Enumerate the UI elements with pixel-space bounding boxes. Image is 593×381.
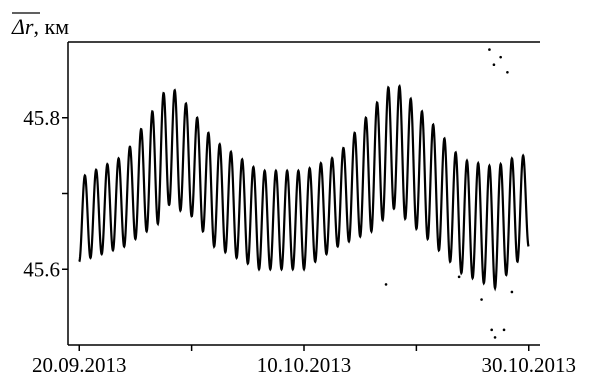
outlier-point (492, 63, 496, 67)
y-tick-label: 45.8 (23, 106, 60, 130)
outlier-point (499, 55, 502, 59)
outlier-point (457, 275, 461, 279)
outlier-point (490, 328, 493, 332)
y-axis-label-symbol: Δr (11, 14, 34, 39)
outlier-point (488, 48, 491, 51)
x-tick-label: 30.10.2013 (482, 353, 577, 377)
x-ticks: 20.09.2013 10.10.2013 30.10.2013 (32, 345, 576, 377)
outlier-point (510, 290, 514, 294)
y-axis-label-unit: , км (33, 14, 69, 39)
y-ticks: 45.6 45.8 (23, 106, 68, 281)
outliers-group (384, 48, 514, 339)
outlier-point (506, 71, 509, 74)
x-tick-label: 20.09.2013 (32, 353, 127, 377)
x-tick-label: 10.10.2013 (257, 353, 352, 377)
series-line (78, 83, 530, 292)
outlier-point (493, 336, 497, 339)
outlier-point (384, 283, 388, 286)
series-group (78, 83, 530, 292)
outlier-point (502, 328, 506, 332)
y-tick-label: 45.6 (23, 257, 60, 281)
y-axis-label: Δr, км (11, 12, 69, 39)
svg-text:Δr, км: Δr, км (11, 14, 69, 39)
outlier-point (480, 298, 483, 301)
